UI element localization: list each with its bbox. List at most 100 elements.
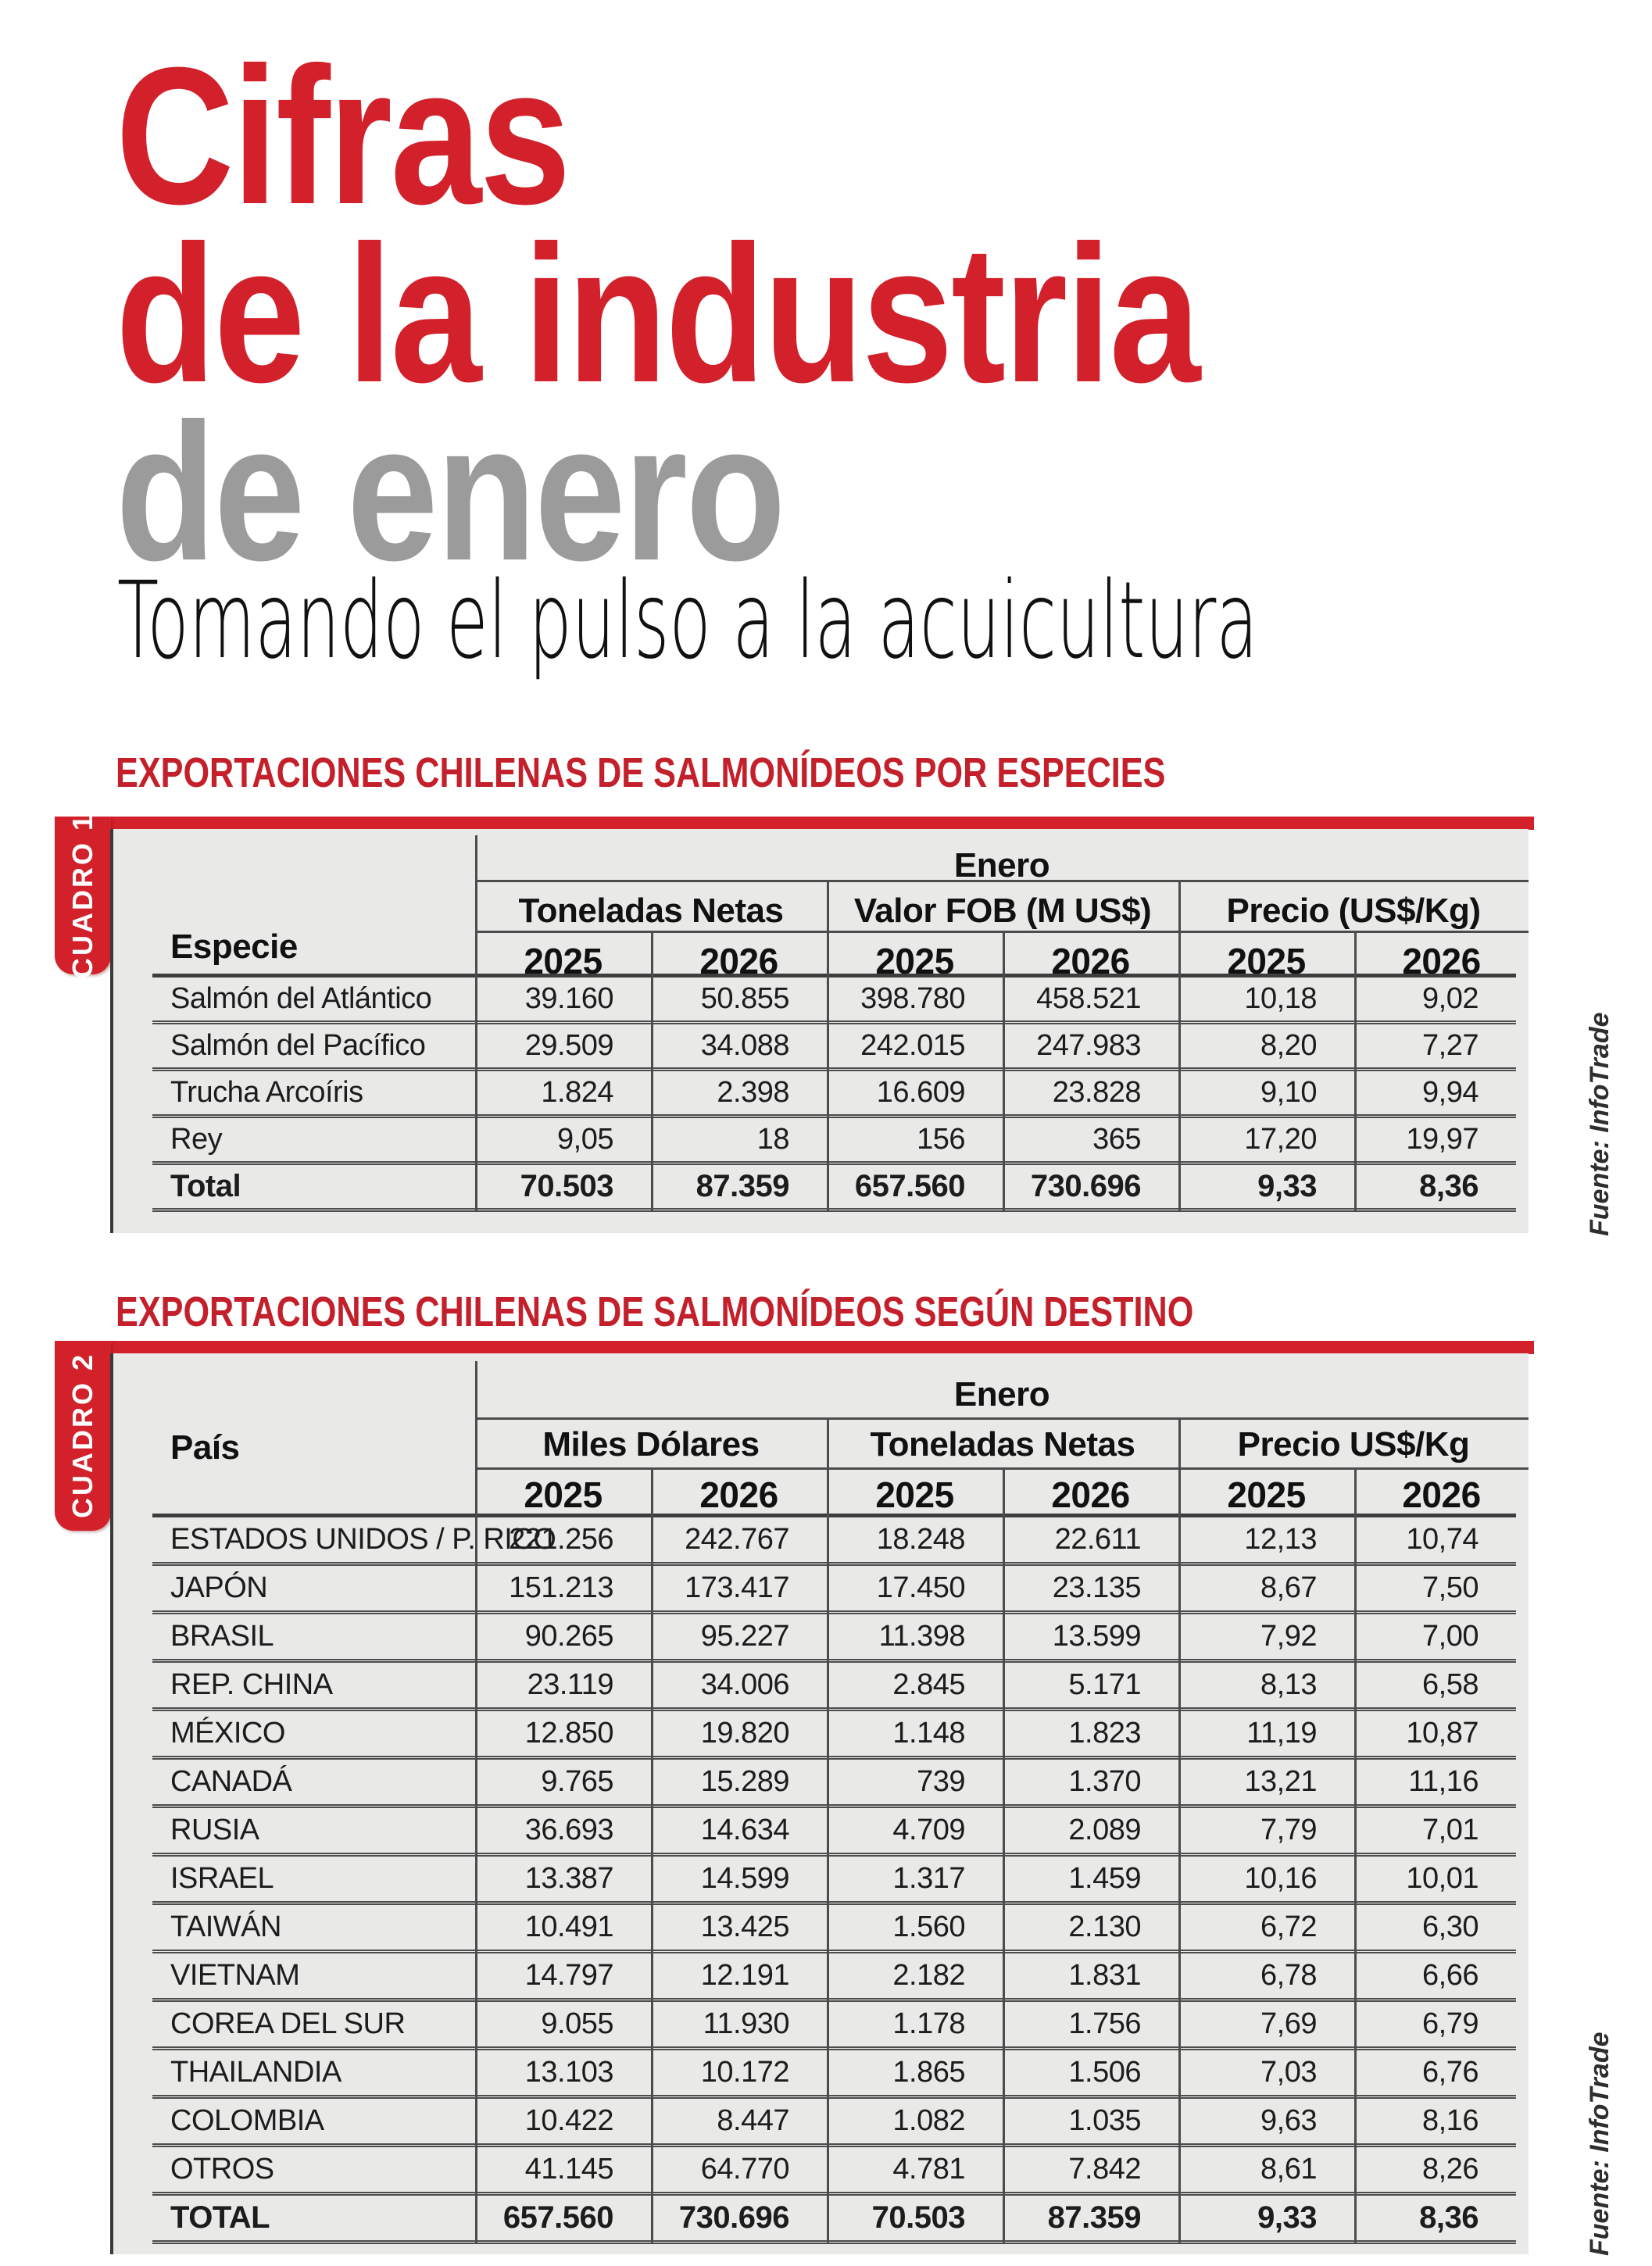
value-price-2026: 9,02 xyxy=(1422,982,1479,1015)
country-label: JAPÓN xyxy=(170,1571,268,1604)
species-label: Total xyxy=(170,1169,241,1203)
value-tons-2026: 22.611 xyxy=(1054,1523,1142,1556)
value-usd-2025: 10.491 xyxy=(524,1910,614,1943)
value-price-2025: 8,61 xyxy=(1260,2153,1317,2186)
table-2-rows: ESTADOS UNIDOS / P. RICO 221.256 242.767… xyxy=(152,1517,1516,2244)
value-tons-2026: 50.855 xyxy=(700,982,790,1015)
value-price-2026: 7,27 xyxy=(1422,1029,1479,1062)
table-row: CANADÁ 9.765 15.289 739 1.370 13,21 11,1… xyxy=(152,1760,1516,1808)
value-usd-2025: 13.103 xyxy=(524,2056,614,2089)
species-label: Salmón del Atlántico xyxy=(170,982,432,1015)
value-tons-2025: 4.709 xyxy=(892,1814,965,1846)
value-tons-2026: 23.135 xyxy=(1052,1571,1142,1604)
value-price-2025: 9,10 xyxy=(1260,1076,1317,1109)
value-fob-2026: 23.828 xyxy=(1052,1076,1142,1109)
value-tons-2025: 18.248 xyxy=(876,1523,966,1556)
value-tons-2026: 1.370 xyxy=(1068,1765,1141,1798)
value-price-2025: 7,69 xyxy=(1260,2007,1317,2040)
column-divider xyxy=(1354,931,1357,1212)
value-tons-2026: 87.359 xyxy=(1047,2200,1142,2235)
country-label: MÉXICO xyxy=(170,1717,285,1750)
table-1-group-header-3: Precio (US$/Kg) xyxy=(1226,892,1481,930)
value-price-2026: 6,79 xyxy=(1422,2007,1479,2040)
value-price-2025: 10,16 xyxy=(1244,1862,1317,1895)
value-usd-2026: 15.289 xyxy=(700,1765,790,1798)
page-title-line-3: de enero xyxy=(116,383,786,601)
value-usd-2025: 221.256 xyxy=(509,1523,613,1556)
table-1-group-header-1: Toneladas Netas xyxy=(518,892,784,930)
column-divider xyxy=(475,1361,477,2244)
table-row: COLOMBIA 10.422 8.447 1.082 1.035 9,63 8… xyxy=(152,2099,1516,2147)
value-usd-2025: 13.387 xyxy=(524,1862,614,1895)
value-price-2026: 6,76 xyxy=(1422,2056,1479,2089)
value-usd-2025: 90.265 xyxy=(524,1620,614,1653)
red-accent-bar-table-2 xyxy=(55,1341,1534,1354)
value-usd-2026: 730.696 xyxy=(678,2200,790,2235)
species-label: Rey xyxy=(170,1123,223,1156)
table-2-year-header: 2025 xyxy=(1227,1474,1306,1515)
value-usd-2025: 12.850 xyxy=(524,1717,614,1750)
table-1-panel: Especie Enero Toneladas Netas Valor FOB … xyxy=(110,829,1529,1233)
value-tons-2026: 1.831 xyxy=(1068,1959,1141,1992)
value-price-2026: 9,94 xyxy=(1422,1076,1479,1109)
value-price-2026: 6,58 xyxy=(1422,1668,1479,1701)
country-label: ESTADOS UNIDOS / P. RICO xyxy=(170,1523,556,1556)
value-usd-2025: 10.422 xyxy=(524,2104,614,2137)
country-label: COLOMBIA xyxy=(170,2104,324,2137)
table-row: Salmón del Pacífico 29.509 34.088 242.01… xyxy=(152,1024,1516,1071)
table-2-year-header: 2026 xyxy=(699,1474,778,1515)
value-usd-2026: 11.930 xyxy=(703,2007,790,2040)
value-price-2025: 9,33 xyxy=(1257,2200,1317,2235)
value-tons-2026: 5.171 xyxy=(1068,1668,1141,1701)
value-fob-2026: 365 xyxy=(1092,1123,1141,1156)
value-fob-2026: 730.696 xyxy=(1030,1169,1142,1203)
value-tons-2026: 1.459 xyxy=(1068,1862,1141,1895)
table-row: Total 70.503 87.359 657.560 730.696 9,33… xyxy=(152,1165,1516,1212)
value-price-2025: 9,63 xyxy=(1260,2104,1317,2137)
value-price-2025: 7,79 xyxy=(1260,1814,1317,1846)
value-fob-2025: 242.015 xyxy=(860,1029,965,1062)
section-title-table-2: EXPORTACIONES CHILENAS DE SALMONÍDEOS SE… xyxy=(116,1288,1194,1335)
value-tons-2025: 11.398 xyxy=(878,1620,966,1653)
species-label: Trucha Arcoíris xyxy=(170,1076,363,1109)
value-price-2025: 9,33 xyxy=(1257,1169,1317,1203)
table-row: BRASIL 90.265 95.227 11.398 13.599 7,92 … xyxy=(152,1614,1516,1663)
value-usd-2026: 95.227 xyxy=(700,1620,790,1653)
cuadro-2-tab: CUADRO 2 xyxy=(55,1341,111,1531)
table-row: TAIWÁN 10.491 13.425 1.560 2.130 6,72 6,… xyxy=(152,1905,1516,1953)
table-row: RUSIA 36.693 14.634 4.709 2.089 7,79 7,0… xyxy=(152,1808,1516,1857)
value-fob-2025: 16.609 xyxy=(876,1076,966,1109)
table-row: THAILANDIA 13.103 10.172 1.865 1.506 7,0… xyxy=(152,2050,1516,2099)
value-tons-2026: 7.842 xyxy=(1068,2153,1141,2186)
value-price-2025: 8,13 xyxy=(1260,1668,1317,1701)
value-price-2026: 8,16 xyxy=(1422,2104,1479,2137)
value-tons-2025: 70.503 xyxy=(871,2200,966,2235)
country-label: OTROS xyxy=(170,2153,274,2186)
divider xyxy=(152,974,1516,978)
value-tons-2026: 2.130 xyxy=(1068,1910,1141,1943)
value-tons-2026: 1.506 xyxy=(1068,2056,1141,2089)
table-2-period-header: Enero xyxy=(953,1375,1050,1414)
value-tons-2025: 2.845 xyxy=(892,1668,965,1701)
column-divider xyxy=(1178,880,1181,1212)
cuadro-1-tab: CUADRO 1 xyxy=(55,813,111,978)
table-2-year-header: 2026 xyxy=(1051,1474,1130,1515)
value-usd-2026: 8.447 xyxy=(717,2104,789,2137)
value-tons-2026: 1.035 xyxy=(1068,2104,1141,2137)
table-row: MÉXICO 12.850 19.820 1.148 1.823 11,19 1… xyxy=(152,1711,1516,1760)
value-price-2025: 7,92 xyxy=(1260,1620,1317,1653)
value-usd-2026: 34.006 xyxy=(700,1668,790,1701)
value-fob-2025: 156 xyxy=(917,1123,965,1156)
value-price-2025: 10,18 xyxy=(1244,982,1317,1015)
value-usd-2026: 173.417 xyxy=(685,1571,789,1604)
value-tons-2025: 1.317 xyxy=(892,1862,965,1895)
value-fob-2026: 458.521 xyxy=(1036,982,1141,1015)
value-tons-2025: 1.560 xyxy=(892,1910,965,1943)
value-fob-2025: 657.560 xyxy=(854,1169,966,1203)
value-usd-2025: 23.119 xyxy=(527,1668,614,1701)
value-tons-2026: 1.823 xyxy=(1068,1717,1141,1750)
table-2-year-header: 2026 xyxy=(1402,1474,1481,1515)
table-row: ISRAEL 13.387 14.599 1.317 1.459 10,16 1… xyxy=(152,1857,1516,1905)
value-price-2025: 17,20 xyxy=(1244,1123,1317,1156)
value-tons-2025: 739 xyxy=(917,1765,965,1798)
